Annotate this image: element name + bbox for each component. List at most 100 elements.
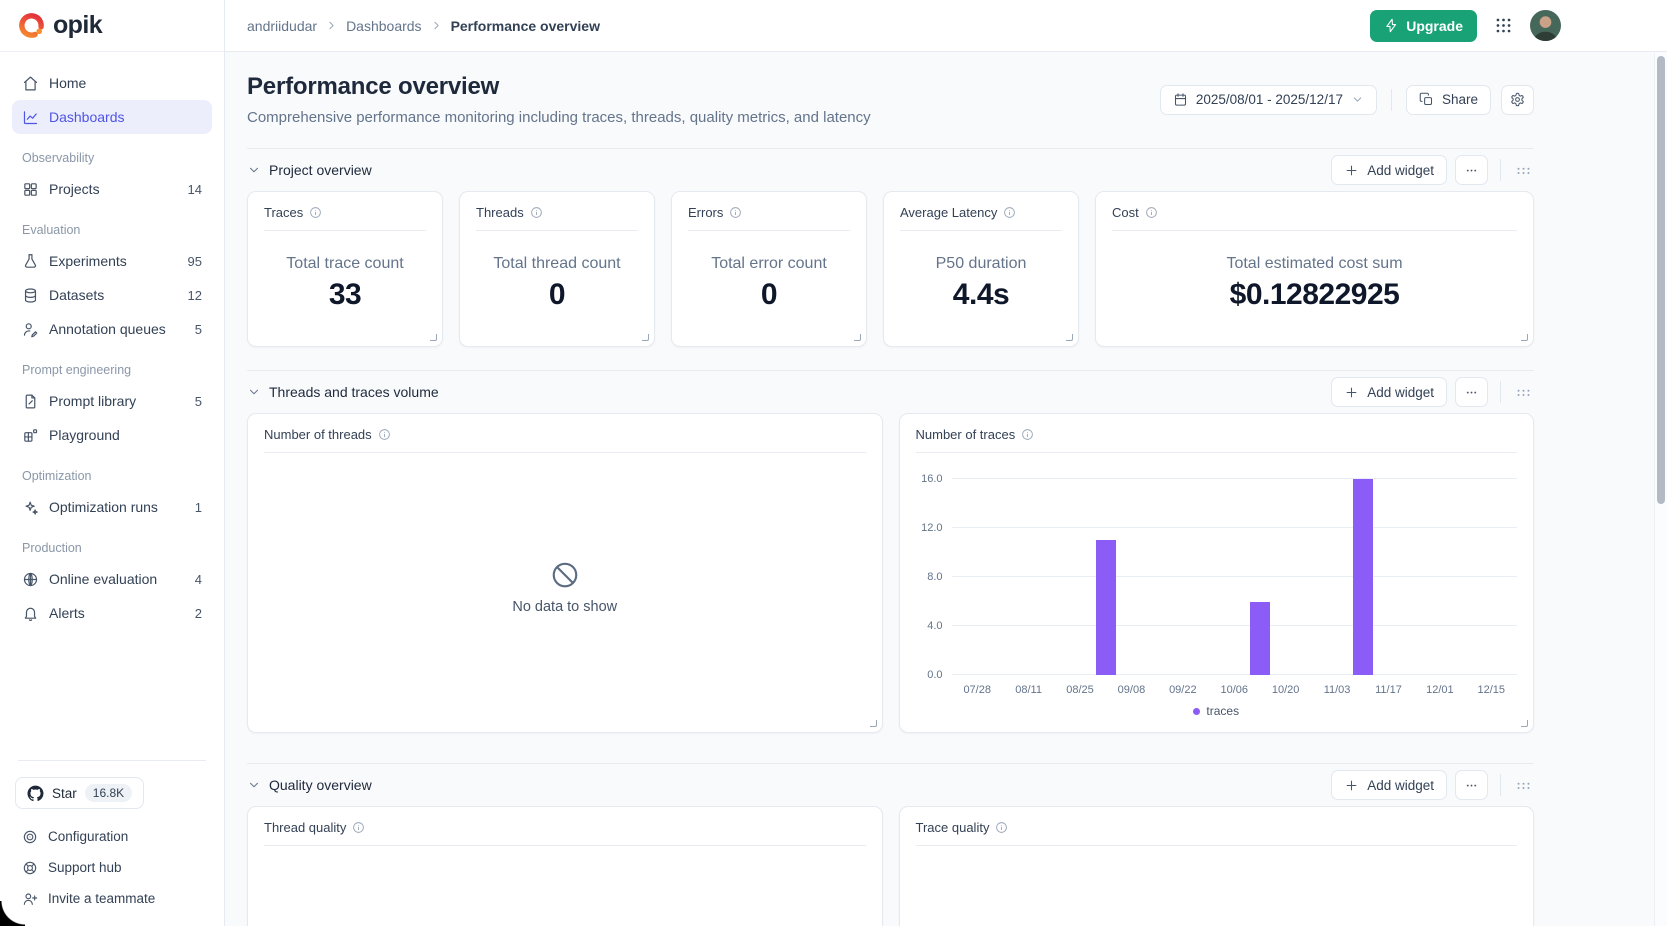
metric-body: Total estimated cost sum $0.12822925 <box>1112 231 1517 336</box>
legend-label: traces <box>1206 704 1240 718</box>
section-title: Project overview <box>269 162 372 178</box>
section-quality: Quality overview Add widget <box>247 763 1534 926</box>
card-title: Number of traces <box>915 427 1016 442</box>
sidebar-item-annotation-queues[interactable]: Annotation queues 5 <box>12 312 212 346</box>
sidebar-item-label: Annotation queues <box>49 321 166 337</box>
share-button[interactable]: Share <box>1405 84 1491 115</box>
resize-handle[interactable] <box>1521 720 1528 727</box>
gridline <box>951 625 1517 627</box>
settings-button[interactable] <box>1501 84 1534 115</box>
add-widget-button[interactable]: Add widget <box>1331 155 1447 185</box>
breadcrumb-item[interactable]: andriidudar <box>247 17 318 34</box>
sidebar-item-dashboards[interactable]: Dashboards <box>12 100 212 134</box>
chevron-right-icon <box>430 19 443 32</box>
info-icon[interactable] <box>1145 206 1158 219</box>
section-header: Threads and traces volume Add widget <box>247 371 1534 413</box>
sidebar-item-online-evaluation[interactable]: Online evaluation 4 <box>12 562 212 596</box>
header-controls: 2025/08/01 - 2025/12/17 Share <box>1159 84 1534 115</box>
add-widget-button[interactable]: Add widget <box>1331 770 1447 800</box>
chevron-down-icon <box>247 385 261 399</box>
upgrade-button[interactable]: Upgrade <box>1370 9 1477 42</box>
section-toggle[interactable]: Quality overview <box>247 777 372 793</box>
metric-body: Total trace count 33 <box>264 231 426 336</box>
info-icon[interactable] <box>378 428 391 441</box>
y-tick-label: 4.0 <box>927 620 943 633</box>
sidebar-item-optimization-runs[interactable]: Optimization runs 1 <box>12 490 212 524</box>
sidebar-item-experiments[interactable]: Experiments 95 <box>12 244 212 278</box>
sidebar-link-support-hub[interactable]: Support hub <box>12 852 212 883</box>
more-options-button[interactable] <box>1455 155 1488 185</box>
sidebar-item-count: 14 <box>187 181 202 197</box>
sidebar-item-projects[interactable]: Projects 14 <box>12 172 212 206</box>
sidebar-link-configuration[interactable]: Configuration <box>12 821 212 852</box>
section-header: Project overview Add widget <box>247 149 1534 191</box>
section-toggle[interactable]: Threads and traces volume <box>247 384 439 400</box>
gridline <box>951 527 1517 529</box>
prompt-icon <box>22 393 39 410</box>
sidebar-item-home[interactable]: Home <box>12 66 212 100</box>
sidebar-item-prompt-library[interactable]: Prompt library 5 <box>12 384 212 418</box>
resize-handle[interactable] <box>869 720 877 727</box>
y-tick-label: 16.0 <box>921 473 943 486</box>
github-star-button[interactable]: Star 16.8K <box>15 777 145 809</box>
add-widget-button[interactable]: Add widget <box>1331 377 1447 407</box>
section-project-overview: Project overview Add widget <box>247 148 1534 347</box>
drag-handle-icon[interactable] <box>1513 384 1534 401</box>
metric-body: P50 duration 4.4s <box>900 231 1062 336</box>
section-title: Quality overview <box>269 777 372 793</box>
sidebar-item-datasets[interactable]: Datasets 12 <box>12 278 212 312</box>
user-avatar[interactable] <box>1530 10 1561 41</box>
sidebar-item-count: 12 <box>187 287 202 303</box>
resize-handle[interactable] <box>854 334 861 341</box>
info-icon[interactable] <box>1021 428 1034 441</box>
resize-handle[interactable] <box>430 334 437 341</box>
sidebar-item-count: 5 <box>194 321 202 337</box>
more-options-button[interactable] <box>1455 770 1488 800</box>
sidebar-item-count: 1 <box>194 499 202 515</box>
metric-value: 0 <box>548 278 566 311</box>
datasets-icon <box>22 287 39 304</box>
metric-value: $0.12822925 <box>1229 278 1400 311</box>
threads-metric-card: Threads Total thread count 0 <box>459 191 655 347</box>
resize-handle[interactable] <box>642 334 649 341</box>
main-area: andriidudar Dashboards Performance overvie… <box>225 0 1667 926</box>
dashboards-icon <box>22 109 39 126</box>
metric-label: P50 duration <box>935 255 1027 272</box>
scrollbar-track[interactable] <box>1654 53 1667 926</box>
info-icon[interactable] <box>530 206 543 219</box>
drag-handle-icon[interactable] <box>1513 162 1534 179</box>
page-subtitle: Comprehensive performance monitoring inc… <box>247 109 871 126</box>
breadcrumb-item[interactable]: Dashboards <box>346 17 422 34</box>
more-options-button[interactable] <box>1455 377 1488 407</box>
playground-icon <box>22 427 39 444</box>
resize-handle[interactable] <box>1066 334 1073 341</box>
sidebar-item-label: Datasets <box>49 287 105 303</box>
info-icon[interactable] <box>729 206 742 219</box>
sidebar-link-label: Invite a teammate <box>48 891 156 906</box>
sidebar-section-header: Prompt engineering <box>22 363 132 377</box>
sidebar-item-count: 95 <box>187 253 202 269</box>
sidebar-item-alerts[interactable]: Alerts 2 <box>12 596 212 630</box>
x-tick-label: 09/22 <box>1169 684 1197 696</box>
drag-handle-icon[interactable] <box>1513 777 1534 794</box>
apps-grid-icon[interactable] <box>1494 16 1513 35</box>
sidebar-link-invite-a-teammate[interactable]: Invite a teammate <box>12 883 212 914</box>
card-header: Threads <box>476 205 638 231</box>
metric-body: Total error count 0 <box>688 231 850 336</box>
date-range-picker[interactable]: 2025/08/01 - 2025/12/17 <box>1159 84 1377 115</box>
sidebar-item-label: Prompt library <box>49 393 137 409</box>
info-icon[interactable] <box>352 821 365 834</box>
star-count-badge: 16.8K <box>84 784 133 802</box>
info-icon[interactable] <box>1003 206 1016 219</box>
resize-handle[interactable] <box>1521 334 1528 341</box>
breadcrumb: andriidudar Dashboards Performance overvie… <box>247 18 600 34</box>
x-tick-label: 08/11 <box>1015 684 1042 696</box>
info-icon[interactable] <box>309 206 322 219</box>
info-icon[interactable] <box>995 821 1008 834</box>
section-toggle[interactable]: Project overview <box>247 162 372 178</box>
section-title: Threads and traces volume <box>269 384 439 400</box>
section-volume: Threads and traces volume Add widget <box>247 370 1534 733</box>
sidebar-item-playground[interactable]: Playground <box>12 418 212 452</box>
scrollbar-thumb[interactable] <box>1657 56 1665 504</box>
share-label: Share <box>1441 92 1478 107</box>
